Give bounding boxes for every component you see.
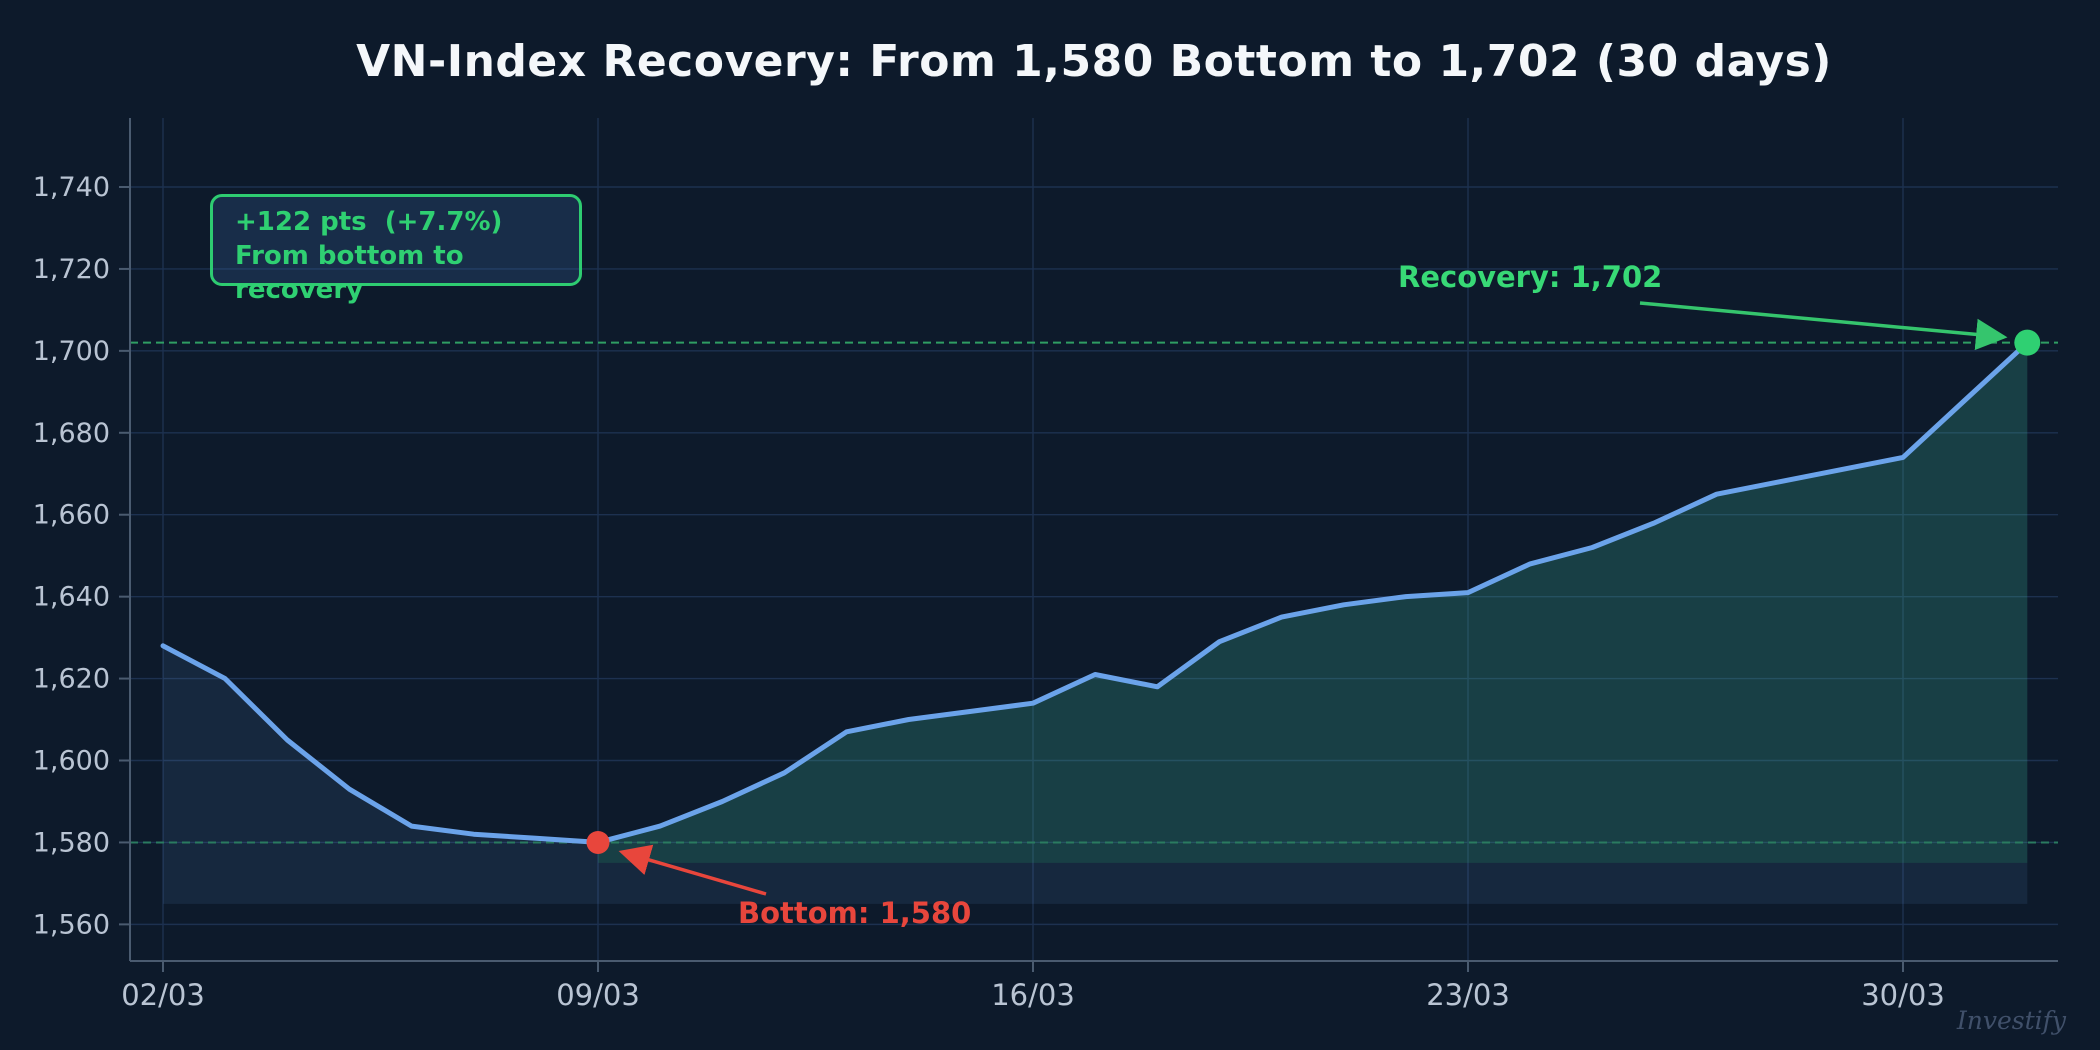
gain-caption-text: From bottom to recovery xyxy=(235,241,464,305)
price-line xyxy=(160,340,2030,845)
chart-title: VN-Index Recovery: From 1,580 Bottom to … xyxy=(356,36,1832,87)
x-tick-label: 30/03 xyxy=(1861,978,1945,1012)
decline-area-fill xyxy=(163,342,2028,904)
bottom-arrow xyxy=(618,844,767,896)
bottom-annotation-label: Bottom: 1,580 xyxy=(738,896,972,930)
y-tick-label: 1,620 xyxy=(33,664,110,695)
y-tick-label: 1,660 xyxy=(33,500,110,531)
y-tick-label: 1,740 xyxy=(33,172,110,203)
gain-points-text: +122 pts (+7.7%) xyxy=(235,207,503,237)
y-tick-label: 1,720 xyxy=(33,254,110,285)
y-tick-label: 1,640 xyxy=(33,582,110,613)
y-tick-label: 1,580 xyxy=(33,827,110,858)
gain-annotation-box: +122 pts (+7.7%) From bottom to recovery xyxy=(210,194,582,305)
y-tick-label: 1,600 xyxy=(33,746,110,777)
y-tick-label: 1,700 xyxy=(33,336,110,367)
y-tick-label: 1,560 xyxy=(33,909,110,940)
recovery-marker xyxy=(2014,329,2041,356)
recovery-area-fill xyxy=(598,342,2028,863)
bottom-marker xyxy=(586,830,610,854)
recovery-annotation-label: Recovery: 1,702 xyxy=(1398,260,1663,294)
recovery-arrow xyxy=(1639,301,2008,351)
x-tick-label: 16/03 xyxy=(991,978,1075,1012)
watermark-text: Investify xyxy=(1956,1006,2066,1035)
x-tick-label: 02/03 xyxy=(121,978,205,1012)
x-tick-label: 23/03 xyxy=(1426,978,1510,1012)
y-tick-label: 1,680 xyxy=(33,418,110,449)
x-tick-label: 09/03 xyxy=(556,978,640,1012)
